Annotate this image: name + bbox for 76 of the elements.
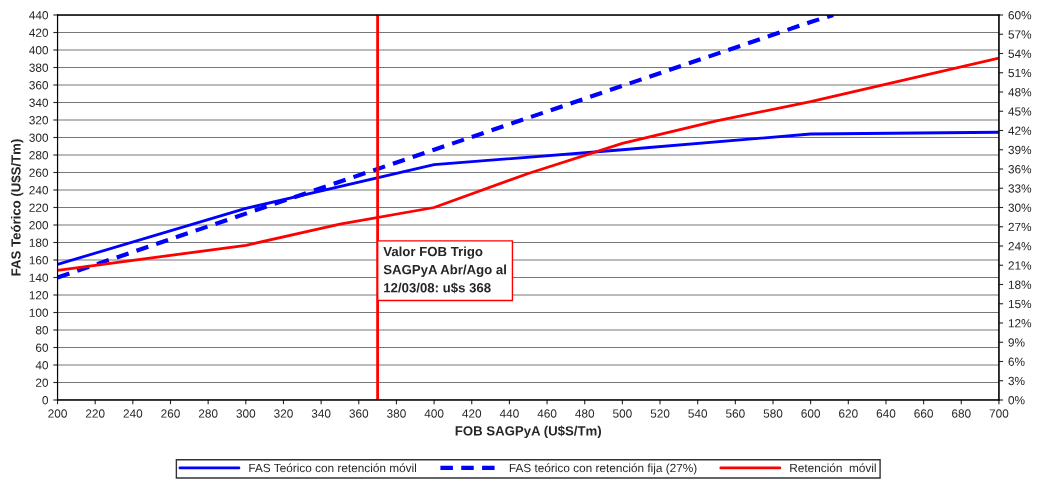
x-tick-label: 240 xyxy=(123,409,143,418)
y2-tick-label: 9% xyxy=(1008,338,1025,347)
x-tick-label: 600 xyxy=(801,409,821,418)
x-tick-label: 580 xyxy=(763,409,783,418)
x-tick-label: 660 xyxy=(914,409,934,418)
x-tick-label: 520 xyxy=(650,409,670,418)
y-tick-label: 160 xyxy=(29,256,49,265)
legend-label: FAS Teórico con retención móvil xyxy=(249,463,417,473)
y2-tick-label: 42% xyxy=(1008,126,1032,135)
y-tick-label: 220 xyxy=(29,203,49,212)
y2-tick-label: 27% xyxy=(1008,222,1032,232)
x-tick-label: 540 xyxy=(688,409,708,418)
y2-tick-label: 39% xyxy=(1008,145,1032,155)
y-tick-label: 240 xyxy=(29,186,49,195)
y2-tick-label: 12% xyxy=(1008,319,1032,328)
y-tick-label: 340 xyxy=(29,98,49,107)
y2-tick-label: 15% xyxy=(1008,299,1032,309)
y2-tick-label: 45% xyxy=(1008,107,1032,116)
x-tick-label: 400 xyxy=(424,409,444,418)
x-tick-label: 380 xyxy=(387,409,406,418)
x-tick-label: 500 xyxy=(612,409,632,418)
y-tick-label: 60 xyxy=(35,343,49,352)
y2-tick-label: 51% xyxy=(1008,68,1032,78)
y-tick-label: 200 xyxy=(29,221,49,230)
y2-tick-label: 6% xyxy=(1008,357,1025,366)
y-tick-label: 20 xyxy=(35,378,49,387)
legend-label: Retención móvil xyxy=(790,463,876,473)
y-tick-label: 360 xyxy=(29,81,49,90)
x-tick-label: 700 xyxy=(989,409,1009,418)
y-tick-label: 140 xyxy=(29,273,49,282)
x-tick-label: 340 xyxy=(311,409,331,418)
y2-tick-label: 54% xyxy=(1008,49,1032,58)
y-tick-label: 320 xyxy=(29,116,49,125)
y2-tick-label: 3% xyxy=(1008,376,1025,386)
y-tick-label: 120 xyxy=(29,291,49,300)
y-tick-label: 40 xyxy=(35,361,49,370)
y2-tick-label: 36% xyxy=(1008,165,1032,174)
x-tick-label: 620 xyxy=(839,409,858,418)
y-tick-label: 0 xyxy=(42,396,49,405)
x-tick-label: 200 xyxy=(48,409,67,418)
x-tick-label: 420 xyxy=(462,409,482,418)
y2-tick-label: 21% xyxy=(1008,261,1032,270)
y-tick-label: 80 xyxy=(35,326,49,335)
x-tick-label: 360 xyxy=(349,409,369,418)
y2-tick-label: 48% xyxy=(1008,88,1032,97)
x-tick-label: 680 xyxy=(952,409,971,418)
x-tick-label: 220 xyxy=(85,409,105,418)
x-tick-label: 640 xyxy=(876,409,896,418)
y2-tick-label: 30% xyxy=(1008,203,1032,212)
y2-tick-label: 33% xyxy=(1008,184,1032,193)
y-tick-label: 300 xyxy=(29,133,49,142)
x-tick-label: 460 xyxy=(537,409,557,418)
ref-line-label: Valor FOB Trigo SAGPyA Abr/Ago al 12/03/08: u$s 368 xyxy=(383,246,506,294)
x-axis-title: FOB SAGPyA (U$S/Tm) xyxy=(455,425,602,439)
legend-label: FAS teórico con retención fija (27%) xyxy=(509,463,697,475)
x-tick-label: 320 xyxy=(274,409,293,418)
y2-tick-label: 18% xyxy=(1008,280,1032,289)
y-tick-label: 440 xyxy=(29,11,49,20)
x-tick-label: 300 xyxy=(236,409,256,418)
y-tick-label: 380 xyxy=(29,63,49,72)
x-tick-label: 280 xyxy=(198,409,218,418)
y2-tick-label: 24% xyxy=(1008,242,1032,251)
y-tick-label: 280 xyxy=(29,151,49,160)
y2-tick-label: 0% xyxy=(1008,396,1025,405)
x-tick-label: 480 xyxy=(575,409,595,418)
x-tick-label: 260 xyxy=(161,409,180,418)
x-tick-label: 440 xyxy=(499,409,519,418)
y-axis-title: FAS Teórico (U$S/Tm) xyxy=(10,139,24,276)
y-tick-label: 180 xyxy=(29,238,49,247)
y-tick-label: 400 xyxy=(29,46,49,55)
y-tick-label: 420 xyxy=(29,28,49,37)
y2-tick-label: 57% xyxy=(1008,30,1032,39)
y2-tick-label: 60% xyxy=(1008,11,1032,20)
y-tick-label: 260 xyxy=(29,168,49,177)
x-tick-label: 560 xyxy=(725,409,745,418)
y-tick-label: 100 xyxy=(29,308,49,317)
